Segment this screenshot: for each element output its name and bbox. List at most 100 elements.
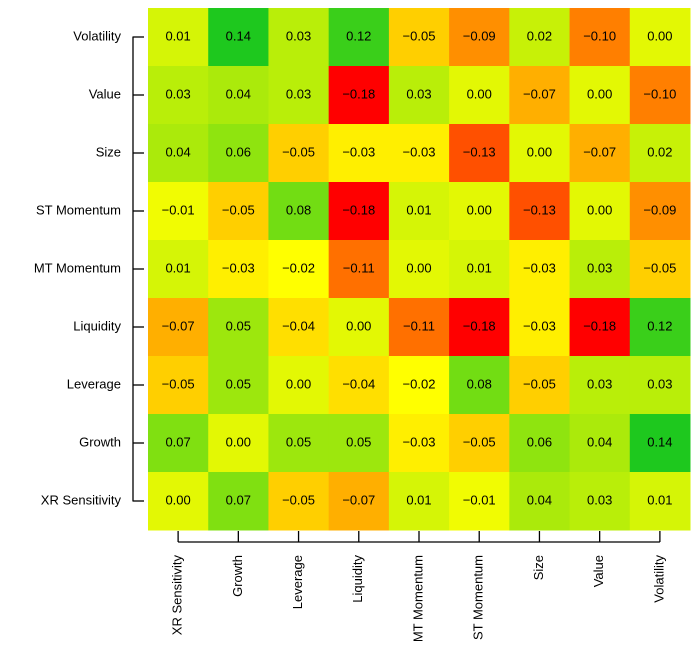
cell-label: 0.12 (346, 28, 371, 43)
heatmap-cell (208, 124, 269, 183)
x-tick-label: MT Momentum (410, 555, 425, 642)
heatmap-cell (629, 472, 691, 531)
cell-label: 0.04 (165, 144, 190, 159)
cell-label: 0.00 (647, 28, 672, 43)
cell-label: −0.10 (643, 86, 676, 101)
heatmap-cell (148, 124, 209, 183)
cell-label: −0.02 (403, 376, 436, 391)
cell-label: 0.06 (527, 434, 552, 449)
x-tick-label: Growth (230, 555, 245, 597)
cell-label: 0.00 (226, 434, 251, 449)
heatmap-cell (388, 298, 450, 357)
cell-label: −0.05 (463, 434, 496, 449)
cell-label: 0.03 (587, 492, 612, 507)
heatmap-cell (328, 182, 390, 241)
heatmap-cell (449, 356, 510, 415)
heatmap-cell (569, 298, 631, 357)
cell-label: −0.18 (463, 318, 496, 333)
heatmap-cell (148, 298, 209, 357)
cell-label: −0.05 (282, 144, 315, 159)
heatmap-cell (388, 66, 450, 125)
cell-label: 0.03 (406, 86, 431, 101)
cell-label: 0.01 (467, 260, 492, 275)
heatmap-cell (509, 182, 571, 241)
cell-label: 0.00 (467, 86, 492, 101)
cell-label: 0.00 (165, 492, 190, 507)
heatmap-cell (629, 414, 691, 473)
cell-label: −0.11 (403, 318, 435, 333)
cell-label: 0.14 (647, 434, 672, 449)
cell-label: 0.07 (165, 434, 190, 449)
heatmap-cell (509, 414, 571, 473)
cell-label: −0.05 (282, 492, 315, 507)
heatmap-cell (629, 8, 691, 67)
heatmap-cell (208, 298, 269, 357)
heatmap-cell (328, 356, 390, 415)
heatmap-cell (449, 414, 510, 473)
y-tick-label: XR Sensitivity (41, 492, 122, 507)
heatmap-cell (509, 356, 571, 415)
cell-label: −0.11 (343, 260, 375, 275)
heatmap-cell (388, 414, 450, 473)
heatmap-cell (208, 414, 269, 473)
cell-label: 0.00 (527, 144, 552, 159)
heatmap-cell (268, 414, 330, 473)
heatmap-cell (328, 8, 390, 67)
cell-label: 0.01 (647, 492, 672, 507)
heatmap-cell (328, 240, 390, 299)
heatmap-cells: 0.01 0.14 0.03 0.12 −0.05 −0.09 0.02 −0.10 0.00 0… (148, 8, 691, 531)
cell-label: −0.03 (222, 260, 255, 275)
cell-label: −0.07 (342, 492, 375, 507)
heatmap-cell (449, 472, 510, 531)
heatmap-cell (629, 356, 691, 415)
y-tick-label: Liquidity (73, 318, 121, 333)
cell-label: 0.05 (346, 434, 371, 449)
heatmap-cell (449, 182, 510, 241)
cell-label: −0.13 (523, 202, 556, 217)
heatmap-cell (569, 356, 631, 415)
heatmap-cell (148, 414, 209, 473)
cell-label: −0.03 (403, 434, 436, 449)
cell-label: 0.01 (406, 202, 431, 217)
heatmap-cell (388, 124, 450, 183)
cell-label: 0.14 (226, 28, 251, 43)
cell-label: 0.00 (406, 260, 431, 275)
cell-label: −0.05 (403, 28, 436, 43)
y-tick-label: MT Momentum (34, 260, 121, 275)
heatmap-cell (569, 414, 631, 473)
heatmap-cell (148, 8, 209, 67)
cell-label: 0.04 (527, 492, 552, 507)
heatmap-cell (148, 182, 209, 241)
axes: Volatility Value Size ST Momentum MT Momentu… (34, 28, 666, 642)
heatmap-cell (268, 356, 330, 415)
cell-label: 0.01 (165, 260, 190, 275)
y-tick-label: Volatility (73, 28, 121, 43)
cell-label: 0.02 (647, 144, 672, 159)
heatmap-cell (208, 240, 269, 299)
cell-label: −0.09 (463, 28, 496, 43)
y-tick-label: Value (89, 86, 121, 101)
heatmap-cell (629, 66, 691, 125)
cell-label: 0.02 (527, 28, 552, 43)
heatmap-cell (449, 124, 510, 183)
x-tick-label: XR Sensitivity (170, 555, 185, 636)
heatmap-cell (509, 298, 571, 357)
cell-label: 0.00 (346, 318, 371, 333)
heatmap-cell (268, 66, 330, 125)
heatmap-cell (569, 182, 631, 241)
cell-label: −0.04 (342, 376, 375, 391)
x-tick-label: Liquidity (350, 555, 365, 603)
heatmap-cell (509, 66, 571, 125)
heatmap-cell (388, 8, 450, 67)
cell-label: −0.03 (342, 144, 375, 159)
x-tick-label: ST Momentum (471, 555, 486, 640)
heatmap-cell (268, 240, 330, 299)
cell-label: −0.07 (162, 318, 195, 333)
x-tick-label: Value (591, 555, 606, 587)
heatmap-cell (388, 356, 450, 415)
heatmap-cell (328, 124, 390, 183)
heatmap-cell (208, 66, 269, 125)
cell-label: −0.07 (523, 86, 556, 101)
heatmap-cell (629, 124, 691, 183)
